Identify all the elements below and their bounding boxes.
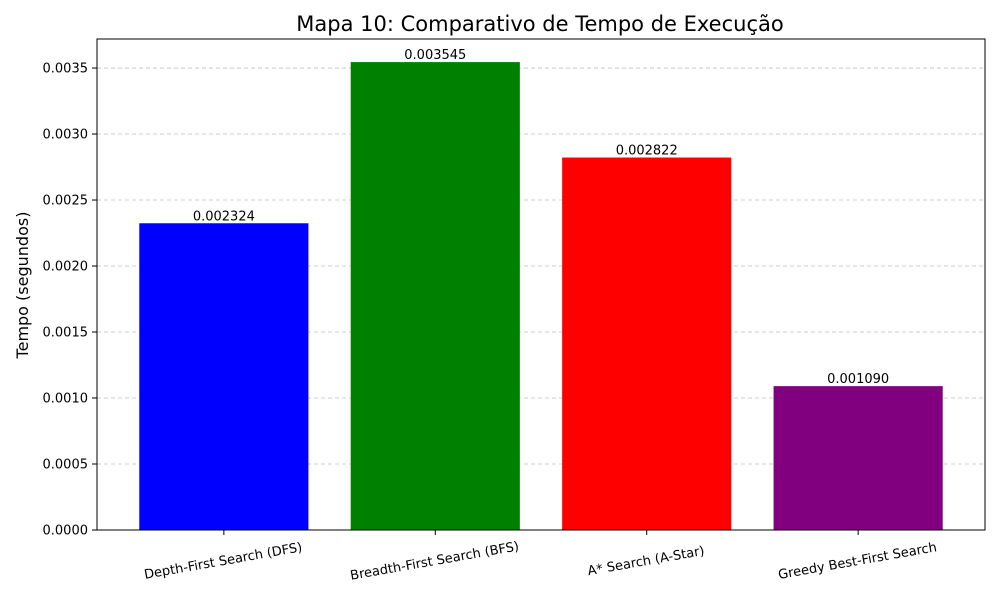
x-tick-label: Greedy Best-First Search: [777, 540, 938, 583]
y-tick-label: 0.0020: [43, 260, 89, 275]
y-tick-label: 0.0015: [43, 326, 89, 341]
data-label: 0.002822: [616, 144, 678, 159]
data-label: 0.003545: [404, 48, 466, 63]
bar: [139, 223, 309, 530]
x-tick-label: A* Search (A-Star): [586, 544, 705, 579]
y-tick-label: 0.0005: [43, 458, 89, 473]
data-label: 0.002324: [193, 209, 255, 224]
chart-title: Mapa 10: Comparativo de Tempo de Execuçã…: [296, 12, 783, 36]
y-axis-ticks: 0.0000 0.0005 0.0010 0.0015 0.0020 0.0025 0.00…: [43, 62, 97, 539]
bars: [139, 62, 943, 531]
data-label: 0.001090: [827, 372, 889, 387]
data-labels: 0.002324 0.003545 0.002822 0.001090: [193, 48, 889, 387]
y-tick-label: 0.0030: [43, 128, 89, 143]
y-axis-label: Tempo (segundos): [13, 212, 32, 360]
bar: [562, 157, 732, 530]
y-tick-label: 0.0035: [43, 62, 89, 77]
y-tick-label: 0.0000: [43, 524, 89, 539]
y-tick-label: 0.0010: [43, 392, 89, 407]
bar: [773, 386, 943, 530]
x-axis-ticks: Depth-First Search (DFS) Breadth-First Se…: [143, 530, 938, 584]
x-tick-label: Depth-First Search (DFS): [143, 540, 303, 583]
bar: [350, 62, 520, 531]
plot-frame: [96, 38, 986, 531]
y-tick-label: 0.0025: [43, 194, 89, 209]
x-tick-label: Breadth-First Search (BFS): [349, 539, 520, 583]
